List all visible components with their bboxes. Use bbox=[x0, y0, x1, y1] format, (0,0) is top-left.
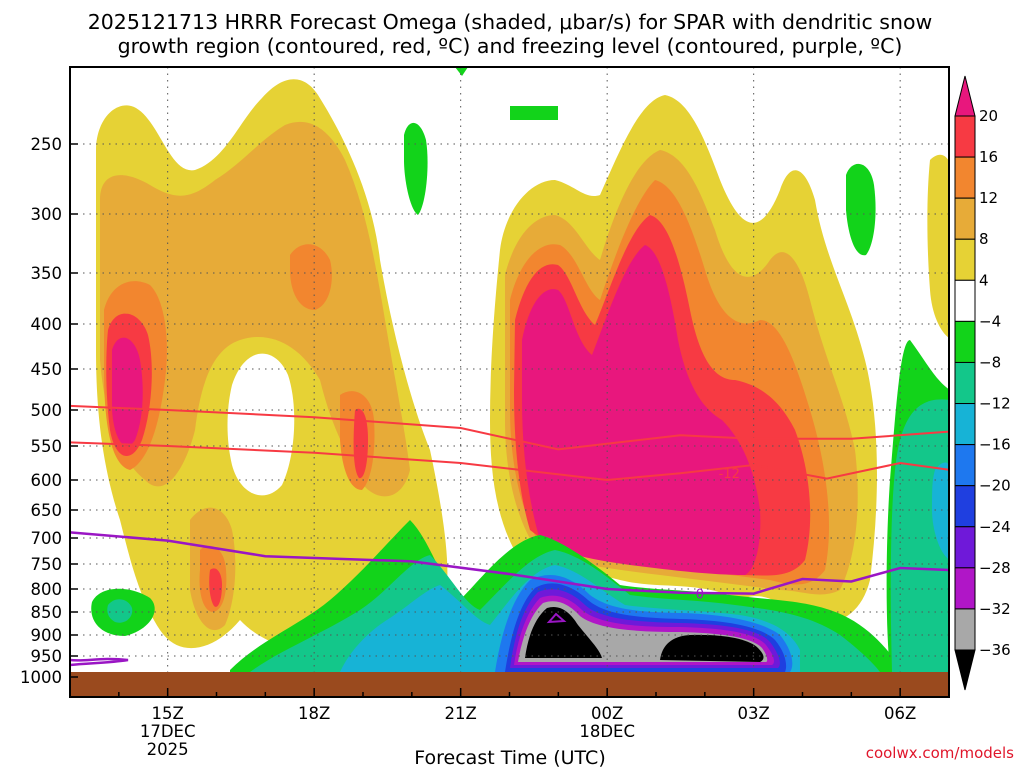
colorbar-bottom-arrow bbox=[954, 649, 976, 691]
y-tick-label: 650 bbox=[31, 501, 63, 520]
y-tick-label: 550 bbox=[31, 437, 63, 456]
colorbar-swatch bbox=[954, 115, 976, 158]
colorbar-label: −36 bbox=[979, 641, 1011, 659]
shade-neg4-top-tip bbox=[455, 67, 468, 76]
colorbar-swatch bbox=[954, 320, 976, 363]
colorbar-label: −8 bbox=[979, 353, 1001, 371]
colorbar-label: −20 bbox=[979, 477, 1011, 495]
colorbar: 20 16 12 8 4 −4 −8 −12 −16 −20 −24 −28 −32 −36 bbox=[954, 75, 1011, 691]
shade-20-left bbox=[112, 337, 143, 446]
x-tick-label: 06Z bbox=[884, 704, 916, 723]
colorbar-label: −32 bbox=[979, 600, 1011, 618]
shade-4-far-right bbox=[927, 154, 949, 338]
shade-20-right bbox=[522, 245, 761, 575]
y-tick-label: 400 bbox=[31, 315, 63, 334]
y-tick-label: 350 bbox=[31, 264, 63, 283]
colorbar-label: 20 bbox=[979, 107, 998, 125]
colorbar-swatch bbox=[954, 485, 976, 528]
colorbar-swatch bbox=[954, 238, 976, 281]
x-tick-label: 00Z bbox=[591, 704, 623, 723]
colorbar-swatch bbox=[954, 444, 976, 487]
x-tick-label: 18Z bbox=[298, 704, 330, 723]
chart-title-line1: 2025121713 HRRR Forecast Omega (shaded, … bbox=[88, 10, 933, 34]
colorbar-label: 12 bbox=[979, 189, 998, 207]
y-tick-label: 850 bbox=[31, 603, 63, 622]
colorbar-top-arrow bbox=[954, 75, 976, 117]
colorbar-label: −4 bbox=[979, 312, 1001, 330]
y-tick-label: 450 bbox=[31, 360, 63, 379]
colorbar-label: 8 bbox=[979, 230, 989, 248]
shade-neg4-top-bar bbox=[510, 106, 558, 120]
x-axis-label: Forecast Time (UTC) bbox=[414, 747, 605, 768]
x-tick-date: 18DEC bbox=[579, 722, 635, 741]
colorbar-swatch bbox=[954, 197, 976, 240]
watermark: coolwx.com/models bbox=[866, 744, 1014, 762]
y-tick-label: 900 bbox=[31, 626, 63, 645]
y-tick-label: 750 bbox=[31, 555, 63, 574]
colorbar-label: −12 bbox=[979, 395, 1011, 413]
y-tick-label: 600 bbox=[31, 471, 63, 490]
y-tick-label: 500 bbox=[31, 401, 63, 420]
shade-12-mid bbox=[290, 244, 332, 310]
shade-neg4-top-right bbox=[846, 163, 876, 256]
y-tick-label: 800 bbox=[31, 580, 63, 599]
plot-area: -12 0 bbox=[70, 67, 949, 697]
y-tick-label: 950 bbox=[31, 647, 63, 666]
contour-dendritic-bottom bbox=[70, 441, 949, 482]
colorbar-label: 4 bbox=[979, 271, 989, 289]
freezing-contour-left-fragment bbox=[70, 657, 129, 667]
shade-neg8-small-left bbox=[107, 599, 133, 623]
x-tick-label: 21Z bbox=[445, 704, 477, 723]
shade-neg12-far-right bbox=[932, 462, 949, 560]
y-tick-label: 1000 bbox=[20, 668, 62, 687]
x-tick-year: 2025 bbox=[147, 740, 189, 759]
freezing-contour-small-loop bbox=[546, 612, 567, 624]
shade-8-left bbox=[100, 121, 410, 497]
shade-neg36-lower-b bbox=[660, 634, 764, 662]
x-tick-label: 15Z bbox=[152, 704, 184, 723]
colorbar-label: 16 bbox=[979, 148, 998, 166]
contour-dendritic-top bbox=[70, 404, 949, 451]
contour-freezing-level bbox=[70, 531, 949, 595]
colorbar-label: −28 bbox=[979, 559, 1011, 577]
shade-neg36-lower-a bbox=[525, 606, 602, 658]
colorbar-swatch bbox=[954, 403, 976, 446]
y-tick-label: 300 bbox=[31, 205, 63, 224]
shade-white-hole bbox=[227, 353, 295, 496]
contour-label-freezing: 0 bbox=[696, 588, 704, 603]
y-tick-label: 700 bbox=[31, 529, 63, 548]
colorbar-swatch bbox=[954, 526, 976, 569]
y-tick-label: 250 bbox=[31, 135, 63, 154]
colorbar-label: −24 bbox=[979, 518, 1011, 536]
shade-neg4-top-left bbox=[404, 122, 428, 215]
chart-title-line2: growth region (contoured, red, ºC) and f… bbox=[118, 34, 903, 58]
colorbar-label: −16 bbox=[979, 436, 1011, 454]
x-tick-date: 17DEC bbox=[140, 722, 196, 741]
y-axis: 250 300 350 400 450 500 550 600 650 700 750 800 850 9… bbox=[20, 135, 78, 687]
colorbar-swatch bbox=[954, 279, 976, 322]
x-tick-label: 03Z bbox=[738, 704, 770, 723]
colorbar-swatch bbox=[954, 361, 976, 405]
shade-16-mid bbox=[353, 408, 368, 479]
colorbar-swatch bbox=[954, 156, 976, 199]
colorbar-swatch bbox=[954, 567, 976, 610]
shade-16-lower-left bbox=[209, 568, 222, 607]
colorbar-swatch bbox=[954, 608, 976, 651]
contour-label-minus12: -12 bbox=[719, 467, 740, 482]
